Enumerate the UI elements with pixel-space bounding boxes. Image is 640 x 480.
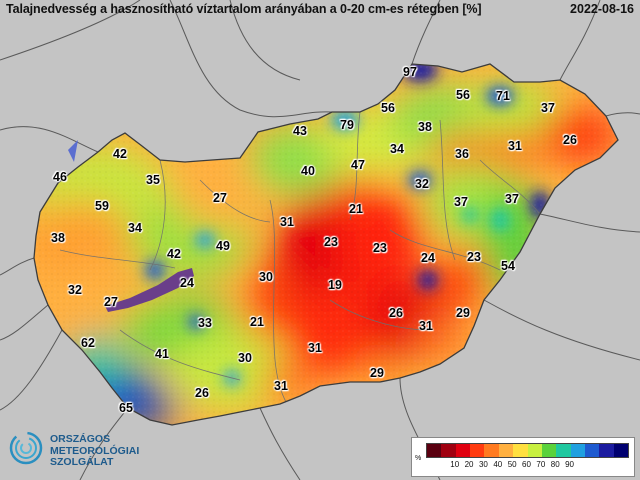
station-value: 54 (501, 259, 515, 273)
station-value: 23 (324, 235, 338, 249)
station-value: 23 (467, 250, 481, 264)
legend-swatch (584, 444, 600, 457)
station-value: 38 (418, 120, 432, 134)
station-value: 19 (328, 278, 342, 292)
station-value: 31 (280, 215, 294, 229)
station-value: 31 (308, 341, 322, 355)
legend-swatch (427, 444, 442, 457)
station-value: 21 (349, 202, 363, 216)
lake-fertő (68, 140, 78, 162)
station-value: 24 (421, 251, 435, 265)
legend-swatch (484, 444, 499, 457)
station-value: 79 (340, 118, 354, 132)
station-value: 42 (113, 147, 127, 161)
station-value: 43 (293, 124, 307, 138)
omsz-logo-icon (9, 431, 43, 465)
station-value: 24 (180, 276, 194, 290)
station-value: 41 (155, 347, 169, 361)
station-value: 29 (370, 366, 384, 380)
logo-line-3: SZOLGÁLAT (50, 456, 114, 468)
logo-line-1: ORSZÁGOS (50, 433, 111, 445)
legend-tick-label: 40 (493, 460, 503, 469)
station-value: 97 (403, 65, 417, 79)
legend-swatch (455, 444, 471, 457)
station-value: 49 (216, 239, 230, 253)
legend-tick-label: 80 (550, 460, 560, 469)
station-value: 71 (496, 89, 510, 103)
station-value: 34 (390, 142, 404, 156)
station-value: 27 (213, 191, 227, 205)
station-value: 31 (508, 139, 522, 153)
station-value: 37 (505, 192, 519, 206)
legend-tick-label: 10 (450, 460, 460, 469)
legend-swatch (441, 444, 456, 457)
station-value: 59 (95, 199, 109, 213)
station-value: 30 (238, 351, 252, 365)
station-value: 27 (104, 295, 118, 309)
county-lines (59, 111, 541, 411)
station-value: 34 (128, 221, 142, 235)
station-value: 37 (454, 195, 468, 209)
map-date: 2022-08-16 (570, 2, 634, 16)
station-value: 47 (351, 158, 365, 172)
omsz-logo: ORSZÁGOS METEOROLÓGIAI SZOLGÁLAT (8, 428, 148, 474)
legend-swatch (570, 444, 585, 457)
station-value: 36 (455, 147, 469, 161)
legend-tick-label: 90 (565, 460, 575, 469)
station-value: 26 (195, 386, 209, 400)
legend-tick-label: 20 (464, 460, 474, 469)
station-value: 21 (250, 315, 264, 329)
station-value: 30 (259, 270, 273, 284)
station-value: 31 (419, 319, 433, 333)
station-value: 23 (373, 241, 387, 255)
map-title: Talajnedvesség a hasznosítható víztartal… (6, 2, 482, 16)
legend-unit: % (415, 455, 422, 462)
legend-color-bar (426, 443, 629, 458)
station-value: 29 (456, 306, 470, 320)
legend-swatch (599, 444, 614, 457)
station-value: 56 (381, 101, 395, 115)
station-value: 40 (301, 164, 315, 178)
legend-swatch (527, 444, 542, 457)
lake-balaton (105, 268, 194, 312)
legend-swatch (513, 444, 528, 457)
legend-tick-label: 30 (478, 460, 488, 469)
logo-line-2: METEOROLÓGIAI (50, 444, 140, 457)
station-value: 26 (389, 306, 403, 320)
station-value: 38 (51, 231, 65, 245)
legend-swatch (498, 444, 514, 457)
station-value: 26 (563, 133, 577, 147)
legend-swatch (470, 444, 485, 457)
station-value: 33 (198, 316, 212, 330)
legend-swatch (541, 444, 557, 457)
legend-swatch (613, 444, 629, 457)
station-value: 32 (415, 177, 429, 191)
station-value: 31 (274, 379, 288, 393)
station-value: 62 (81, 336, 95, 350)
legend-swatch (556, 444, 571, 457)
station-value: 56 (456, 88, 470, 102)
station-value: 35 (146, 173, 160, 187)
station-value: 46 (53, 170, 67, 184)
legend-tick-label: 50 (507, 460, 517, 469)
legend-tick-label: 70 (536, 460, 546, 469)
legend-tick-label: 60 (522, 460, 531, 469)
station-value: 32 (68, 283, 82, 297)
station-value: 42 (167, 247, 181, 261)
station-value: 37 (541, 101, 555, 115)
color-legend: % 10 20 30 40 50 60 70 80 90 (411, 437, 635, 477)
station-value: 65 (119, 401, 133, 415)
